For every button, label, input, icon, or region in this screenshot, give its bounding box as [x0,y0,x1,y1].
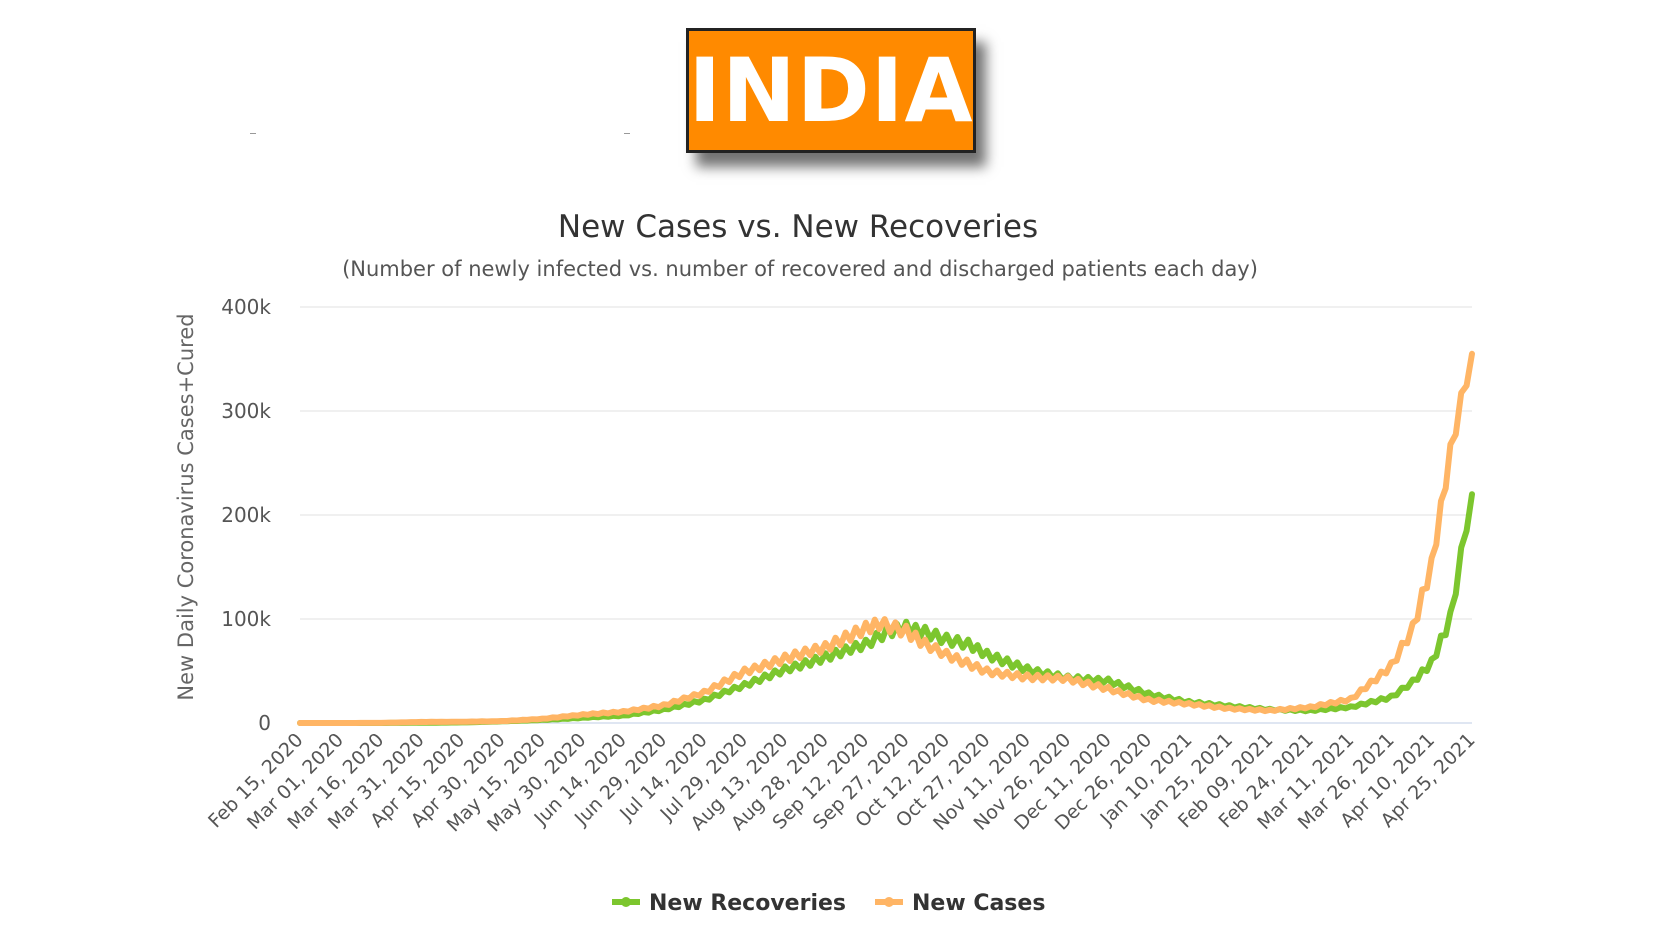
series-line-new-recoveries [297,491,1475,726]
india-badge-text: INDIA [688,38,974,142]
legend-marker-new-recoveries [621,897,631,907]
series-line-new-cases [297,350,1475,726]
y-tick-label: 0 [258,711,271,735]
india-badge: INDIA [686,28,976,153]
legend-marker-new-cases [884,897,894,907]
y-axis-label: New Daily Coronavirus Cases+Cured [174,313,198,700]
stray-mark-left [250,133,256,134]
legend-item-new-cases[interactable]: New Cases [912,891,1045,916]
y-tick-label: 100k [221,607,271,631]
stray-mark-right [624,133,630,134]
legend: New Recoveries New Cases [612,891,1045,916]
legend-item-new-recoveries[interactable]: New Recoveries [649,891,846,916]
chart-title: New Cases vs. New Recoveries [558,209,1038,245]
y-tick-label: 400k [221,295,271,319]
series-lines [297,350,1475,726]
y-axis-ticks: 0 100k 200k 300k 400k [221,295,271,735]
chart-subtitle: (Number of newly infected vs. number of … [342,257,1258,281]
y-tick-label: 300k [221,399,271,423]
gridlines [300,306,1472,724]
y-tick-label: 200k [221,503,271,527]
